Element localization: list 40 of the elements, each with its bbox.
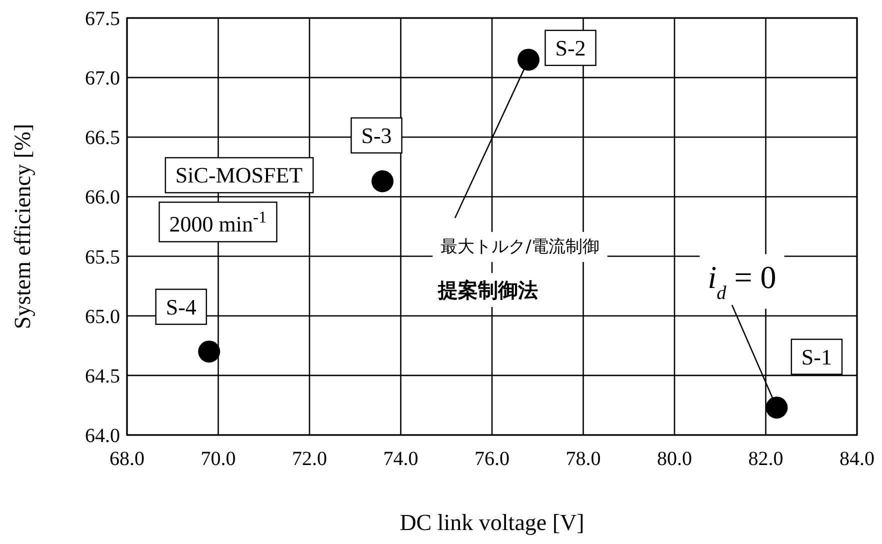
y-tick-label: 67.0: [85, 68, 120, 90]
annotation: 提案制御法: [437, 278, 538, 302]
x-tick-label: 68.0: [110, 448, 144, 470]
annotation: 最大トルク/電流制御: [432, 66, 608, 262]
y-tick-label: 64.0: [85, 425, 120, 447]
annotation: S-3: [361, 122, 392, 148]
x-tick-label: 74.0: [383, 448, 418, 470]
y-tick-label: 65.0: [85, 306, 120, 328]
x-tick-label: 78.0: [566, 448, 601, 470]
annotation: S-1: [790, 338, 843, 375]
x-tick-label: 70.0: [200, 448, 236, 470]
annotation: S-2: [544, 30, 596, 66]
point: [766, 396, 788, 419]
y-tick-label: 65.5: [85, 246, 120, 268]
annotation: i$_{d}$ = 0: [700, 254, 784, 401]
x-axis-title: DC link voltage [V]: [400, 510, 584, 535]
annotation: i$_{d}$ = 0: [708, 259, 776, 304]
annotation: S-3: [350, 117, 402, 154]
annotation: S-2: [555, 35, 586, 60]
y-tick-label: 64.5: [85, 365, 120, 388]
annotation: S-4: [155, 288, 207, 325]
x-tick-label: 84.0: [840, 448, 874, 470]
annotation: S-4: [166, 294, 196, 320]
y-axis-title: System efficiency [%]: [10, 124, 35, 330]
x-tick-label: 80.0: [657, 448, 692, 470]
x-tick-label: 76.0: [474, 448, 510, 470]
point: [198, 340, 220, 363]
point: [518, 48, 540, 71]
annotation: SiC-MOSFET: [175, 162, 304, 188]
annotation: 最大トルク/電流制御: [440, 236, 600, 257]
y-tick-label: 66.5: [85, 127, 120, 150]
annotation: SiC-MOSFET: [164, 157, 314, 194]
y-tick-label: 67.5: [85, 8, 120, 30]
annotation: S-1: [801, 344, 832, 370]
point: [372, 170, 394, 192]
annotation: 2000 min$^{-1}$: [169, 207, 267, 237]
x-tick-label: 72.0: [292, 448, 327, 470]
annotation: 2000 min$^{-1}$: [158, 202, 278, 242]
x-tick-label: 82.0: [748, 448, 784, 470]
y-tick-label: 66.0: [85, 186, 120, 209]
